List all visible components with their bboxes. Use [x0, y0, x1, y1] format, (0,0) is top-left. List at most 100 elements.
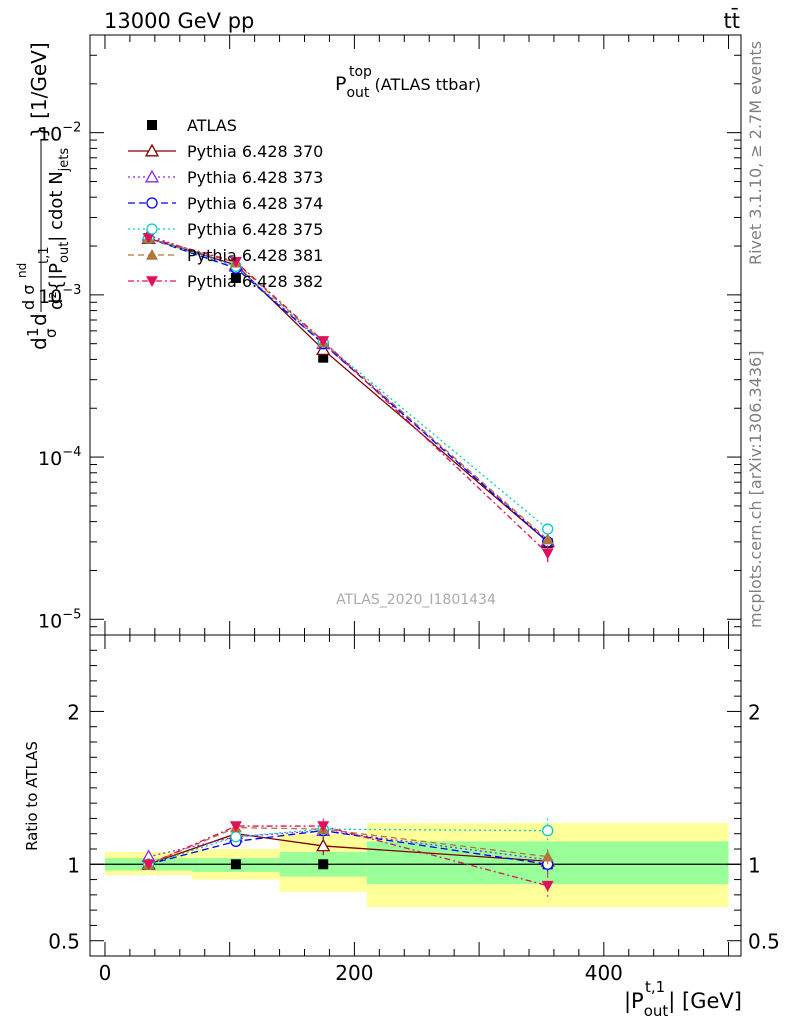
- legend-label: Pythia 6.428 381: [187, 246, 323, 265]
- x-label-rest: | [GeV]: [668, 989, 742, 1014]
- ratio-series-layer: [141, 818, 555, 900]
- y-tick-label: 10−4: [38, 445, 81, 470]
- process-label: tt̄: [724, 8, 740, 33]
- ratio-frame: [89, 634, 742, 957]
- mc-point-6: [317, 336, 330, 347]
- ratio-line-1: [148, 833, 548, 865]
- series-line-3: [148, 237, 549, 543]
- legend-marker: [146, 223, 158, 235]
- mc-point-6: [541, 548, 554, 560]
- ratio-x-ticks: 0 200 400: [99, 635, 730, 985]
- y-tick-label-exp: −2: [62, 121, 81, 136]
- y-frac-top: d σ: [19, 285, 38, 310]
- legend: ATLAS Pythia 6.428 370 Pythia 6.428 373 Pyt…: [128, 116, 323, 291]
- legend-marker: [147, 120, 157, 130]
- y-tick-label: 10−5: [38, 607, 81, 632]
- x-tick-label: 400: [585, 961, 623, 985]
- rivet-label: Rivet 3.1.10, ≥ 2.7M events: [746, 41, 765, 265]
- legend-label: ATLAS: [187, 116, 237, 135]
- x-label-main: |P: [624, 989, 644, 1014]
- y-tick-label-base: 10: [38, 286, 62, 308]
- ratio-point-4: [542, 825, 554, 837]
- main-panel: 10−210−310−410−5 Pout (ATLAS ttbar) top …: [15, 34, 742, 636]
- mcplots-label: mcplots.cern.ch [arXiv:1306.3436]: [746, 351, 765, 628]
- mc-point-6: [142, 232, 155, 244]
- y-tick-label-base: 10: [38, 610, 62, 632]
- data-point: [230, 273, 241, 284]
- legend-label: Pythia 6.428 382: [187, 272, 323, 291]
- main-x-ticks: [104, 35, 730, 635]
- x-axis-label: |Pout| [GeV]: [624, 989, 742, 1020]
- data-point: [318, 352, 329, 363]
- y-tick-label-exp: −5: [62, 607, 81, 622]
- series-line-6: [148, 237, 549, 554]
- legend-label: Pythia 6.428 374: [187, 194, 323, 213]
- ratio-data-point: [318, 859, 329, 870]
- y-frac-sigma: σ: [42, 328, 60, 338]
- y-frac-1: 1: [24, 327, 42, 337]
- ratio-point-1: [316, 838, 331, 852]
- y-frac-bottom-sup: t,1: [37, 246, 52, 264]
- y-frac-bottom-rest: | cdot N: [46, 171, 67, 241]
- y-prefix-d: d: [27, 337, 51, 350]
- legend-marker: [146, 197, 158, 209]
- chart-title-rest: (ATLAS ttbar): [369, 75, 481, 94]
- chart-title-main: P: [335, 73, 346, 95]
- chart-title-sup: top: [349, 64, 372, 80]
- legend-label: Pythia 6.428 370: [187, 142, 323, 161]
- x-label-sub: out: [644, 1002, 669, 1020]
- ratio-point-6: [229, 821, 242, 833]
- y-frac-top-sup: nd: [15, 263, 29, 278]
- y-tick-label: 10−3: [38, 283, 81, 308]
- x-tick-label: 0: [99, 961, 112, 985]
- chart-title-sub: out: [346, 85, 369, 101]
- ratio-y-ticks: 0.5 0.5 1 1 2 2: [48, 649, 780, 954]
- y-label-tail: } [1/GeV]: [27, 42, 51, 138]
- ratio-bands: [90, 823, 741, 908]
- ratio-y-tick-label-right: 2: [748, 700, 761, 724]
- ratio-panel: 0.5 0.5 1 1 2 2 0 200 400 Ratio to ATLAS |Pout|…: [23, 634, 780, 1020]
- y-frac-bottom: d²{|Pout| cdot Njets: [46, 148, 72, 310]
- ratio-line-2: [148, 830, 548, 861]
- mc-point-6: [229, 256, 242, 268]
- ratio-line-4: [148, 828, 548, 865]
- legend-marker: [146, 276, 158, 287]
- ratio-point-6: [541, 880, 554, 892]
- y-tick-label-exp: −4: [62, 445, 81, 460]
- series-line-1: [148, 237, 549, 543]
- y-tick-label-base: 10: [38, 124, 62, 146]
- legend-label: Pythia 6.428 375: [187, 220, 323, 239]
- ratio-line-6: [148, 825, 548, 887]
- x-label-sup: t,1: [645, 978, 665, 996]
- legend-marker: [146, 249, 158, 260]
- ratio-point-4: [230, 831, 242, 843]
- legend-marker: [144, 143, 160, 157]
- ratio-y-tick-label: 1: [67, 853, 80, 877]
- ratio-y-tick-label: 2: [67, 700, 80, 724]
- y-prefix-d2: d: [27, 313, 51, 326]
- ratio-point-6: [317, 821, 330, 833]
- ratio-y-tick-label-right: 0.5: [748, 930, 780, 954]
- ratio-y-label: Ratio to ATLAS: [23, 741, 41, 851]
- y-tick-label-base: 10: [38, 448, 62, 470]
- ratio-point-5: [541, 850, 554, 862]
- y-frac-bottom-sub2: jets: [57, 148, 72, 173]
- ratio-y-tick-label: 0.5: [48, 930, 80, 954]
- main-y-ticks: 10−210−310−410−5: [38, 34, 741, 636]
- energy-label: 13000 GeV pp: [104, 9, 254, 33]
- legend-label: Pythia 6.428 373: [187, 168, 323, 187]
- y-frac-bottom-main: d²{|P: [46, 263, 67, 310]
- y-tick-label: 10−2: [38, 121, 81, 146]
- ratio-y-tick-label-right: 1: [748, 853, 761, 877]
- mc-point-4: [542, 523, 554, 535]
- ratio-line-5: [148, 826, 548, 865]
- ratio-point-6: [142, 859, 155, 871]
- chart-title: Pout (ATLAS ttbar): [335, 73, 481, 101]
- y-frac-bottom-sub: out: [57, 242, 72, 263]
- x-tick-label: 200: [335, 961, 373, 985]
- legend-marker: [144, 169, 160, 183]
- ratio-line-3: [148, 830, 548, 865]
- series-line-4: [148, 237, 549, 530]
- main-y-axis-label: d 1 σ d d σ nd d²{|Pout| cdot Njets t,1 …: [15, 42, 72, 350]
